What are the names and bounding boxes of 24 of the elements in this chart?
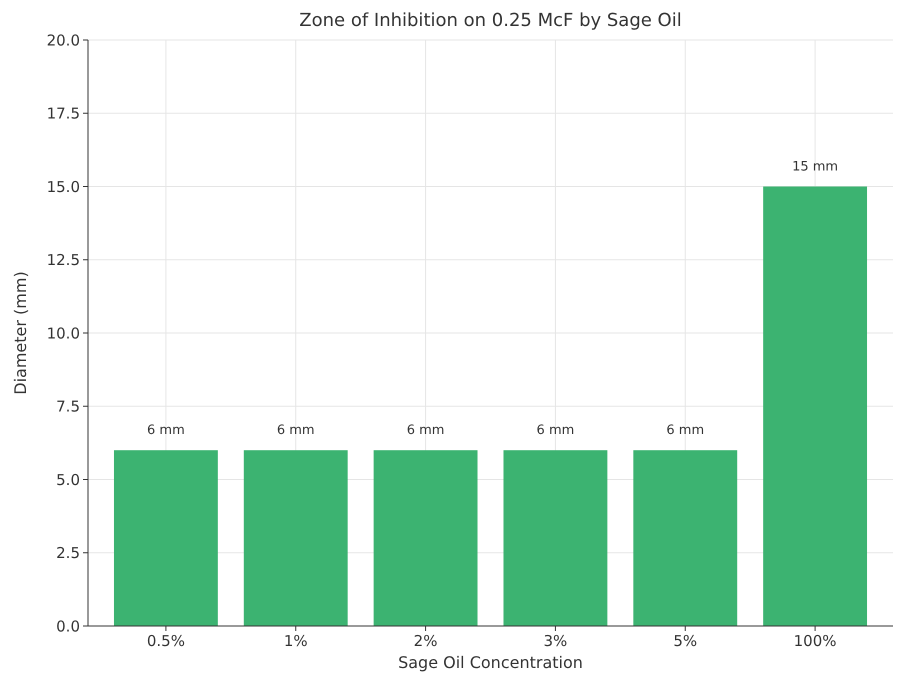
y-tick-label: 17.5 [46,104,80,122]
y-tick-label: 0.0 [56,617,80,636]
y-tick-label: 2.5 [56,544,80,562]
data-label: 6 mm [147,423,185,438]
x-tick-label: 0.5% [146,632,185,650]
y-tick-label: 12.5 [46,251,80,269]
y-axis-title: Diameter (mm) [11,271,30,395]
data-label: 6 mm [406,423,444,438]
x-tick-label: 2% [414,632,438,650]
x-axis-title: Sage Oil Concentration [398,653,583,672]
y-tick-label: 7.5 [56,398,80,416]
data-label: 6 mm [536,423,574,438]
chart-title: Zone of Inhibition on 0.25 McF by Sage Oil [299,10,682,31]
y-tick-label: 20.0 [46,31,80,50]
x-tick-label: 1% [284,632,308,650]
data-label: 6 mm [276,423,315,438]
y-tick-label: 5.0 [56,470,80,489]
data-label: 6 mm [666,423,704,438]
y-tick-label: 15.0 [46,178,80,196]
data-label: 15 mm [792,160,838,174]
y-tick-label: 10.0 [46,324,80,342]
x-tick-label: 5% [673,632,698,650]
x-tick-label: 100% [794,632,837,650]
x-tick-label: 3% [544,632,568,650]
